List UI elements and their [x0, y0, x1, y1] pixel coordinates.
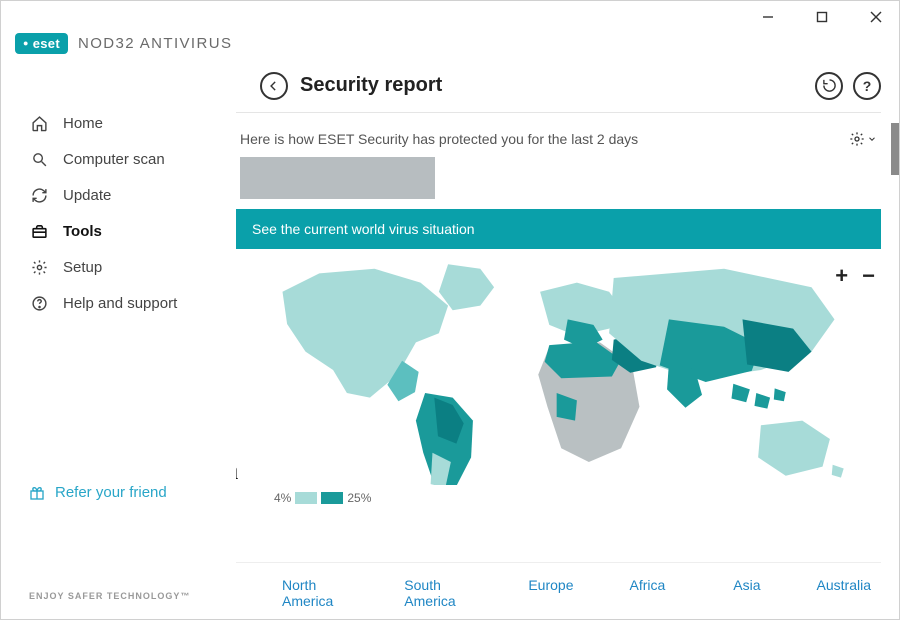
virus-banner[interactable]: See the current world virus situation [236, 209, 881, 249]
subhead-text: Here is how ESET Security has protected … [240, 131, 638, 147]
sidebar-item-tools[interactable]: Tools [1, 213, 236, 249]
product-name: NOD32 ANTIVIRUS [78, 35, 232, 52]
page-title: Security report [300, 74, 442, 97]
close-icon [870, 11, 882, 23]
header-actions: ? [815, 72, 881, 100]
app-header: eset NOD32 ANTIVIRUS [1, 27, 899, 59]
region-link[interactable]: North America [282, 577, 348, 609]
sidebar-item-label: Update [63, 187, 111, 204]
reload-icon [822, 78, 837, 93]
refer-link[interactable]: Refer your friend [29, 484, 236, 501]
zoom-controls: + − [835, 263, 875, 289]
sidebar-item-update[interactable]: Update [1, 177, 236, 213]
sidebar-item-help[interactable]: Help and support [1, 285, 236, 321]
page-header: Security report ? [236, 59, 881, 113]
minimize-button[interactable] [753, 5, 783, 29]
region-link[interactable]: Europe [528, 577, 573, 609]
app-body: Home Computer scan Update [1, 59, 899, 619]
region-link[interactable]: Australia [817, 577, 871, 609]
region-link[interactable]: Africa [630, 577, 666, 609]
sidebar-item-label: Setup [63, 259, 102, 276]
app-window: eset NOD32 ANTIVIRUS Home Computer scan [0, 0, 900, 620]
help-button[interactable]: ? [853, 72, 881, 100]
stats-placeholder [240, 157, 435, 199]
main-panel: Security report ? Here is how ESET Secur… [236, 59, 899, 619]
map-legend: 4% 25% [274, 491, 881, 505]
arrow-left-icon [267, 79, 281, 93]
search-icon [29, 149, 49, 169]
map-svg[interactable] [236, 255, 881, 485]
subheader: Here is how ESET Security has protected … [236, 113, 881, 153]
region-link[interactable]: South America [404, 577, 472, 609]
legend-swatch-dark [321, 492, 343, 504]
home-icon [29, 113, 49, 133]
watermark-text: Crackknow.com [236, 455, 238, 486]
gear-icon [29, 257, 49, 277]
legend-high-label: 25% [347, 491, 371, 505]
banner-text: See the current world virus situation [252, 221, 475, 237]
maximize-icon [816, 11, 828, 23]
sidebar-item-label: Home [63, 115, 103, 132]
legend-low-label: 4% [274, 491, 291, 505]
zoom-in-button[interactable]: + [835, 263, 848, 289]
legend-swatch-light [295, 492, 317, 504]
settings-dropdown[interactable] [849, 131, 877, 147]
sidebar-item-label: Tools [63, 223, 102, 240]
zoom-out-button[interactable]: − [862, 263, 875, 289]
close-button[interactable] [861, 5, 891, 29]
sidebar-item-label: Computer scan [63, 151, 165, 168]
back-button[interactable] [260, 72, 288, 100]
maximize-button[interactable] [807, 5, 837, 29]
briefcase-icon [29, 221, 49, 241]
sidebar-item-label: Help and support [63, 295, 177, 312]
gift-icon [29, 485, 45, 501]
scrollbar-thumb[interactable] [891, 123, 899, 175]
world-map: + − [236, 255, 881, 562]
chevron-down-icon [867, 134, 877, 144]
sidebar-item-scan[interactable]: Computer scan [1, 141, 236, 177]
refer-label: Refer your friend [55, 484, 167, 501]
help-icon [29, 293, 49, 313]
tagline: ENJOY SAFER TECHNOLOGY™ [29, 591, 236, 601]
minimize-icon [762, 11, 774, 23]
sidebar: Home Computer scan Update [1, 59, 236, 619]
question-icon: ? [863, 78, 872, 94]
region-links: North America South America Europe Afric… [236, 562, 881, 619]
reload-button[interactable] [815, 72, 843, 100]
nav-list: Home Computer scan Update [1, 105, 236, 321]
refresh-icon [29, 185, 49, 205]
gear-icon [849, 131, 865, 147]
sidebar-item-home[interactable]: Home [1, 105, 236, 141]
sidebar-footer: Refer your friend ENJOY SAFER TECHNOLOGY… [1, 484, 236, 619]
brand-badge: eset [15, 33, 68, 54]
region-link[interactable]: Asia [733, 577, 760, 609]
sidebar-item-setup[interactable]: Setup [1, 249, 236, 285]
